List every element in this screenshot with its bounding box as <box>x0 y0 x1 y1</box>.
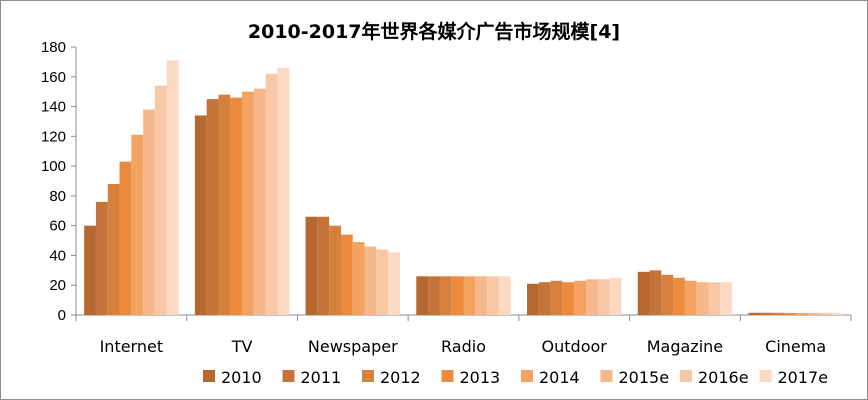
bar-tv-2011 <box>206 99 219 315</box>
bar-internet-2017e <box>166 60 179 316</box>
category-label: Internet <box>100 337 164 356</box>
legend-label: 2015e <box>619 368 670 387</box>
bar-internet-2015e <box>143 109 155 316</box>
bar-radio-2012 <box>439 276 452 315</box>
bar-internet-2014 <box>131 134 144 315</box>
bar-tv-2017e <box>277 67 290 315</box>
legend-swatch <box>521 370 533 382</box>
bar-newspaper-2014 <box>352 242 365 315</box>
y-tick-label: 20 <box>49 277 66 294</box>
bar-internet-2016e <box>154 85 167 315</box>
bar-outdoor-2017e <box>609 277 622 315</box>
legend-swatch <box>441 370 454 382</box>
bar-newspaper-2016e <box>376 249 389 315</box>
bar-radio-2017e <box>498 276 511 315</box>
bar-magazine-2012 <box>661 274 674 315</box>
bar-radio-2014 <box>463 276 476 315</box>
bar-cinema-2013 <box>783 312 796 315</box>
legend-label: 2013 <box>460 368 501 387</box>
category-label: Cinema <box>765 337 826 356</box>
bar-outdoor-2016e <box>597 279 610 315</box>
bar-cinema-2010 <box>748 312 761 315</box>
bar-outdoor-2014 <box>574 280 587 315</box>
bar-magazine-2017e <box>720 282 733 315</box>
bar-newspaper-2012 <box>329 225 341 315</box>
bar-magazine-2016e <box>708 282 721 315</box>
y-tick-label: 0 <box>58 307 66 324</box>
bar-internet-2013 <box>119 161 132 315</box>
bar-magazine-2010 <box>637 271 650 315</box>
y-tick-label: 120 <box>41 128 66 145</box>
bar-tv-2012 <box>218 94 231 316</box>
bar-newspaper-2010 <box>305 216 318 315</box>
bar-outdoor-2013 <box>562 282 575 315</box>
bar-outdoor-2015e <box>586 279 598 315</box>
bar-tv-2015e <box>253 88 266 315</box>
bar-radio-2010 <box>416 276 429 315</box>
legend-swatch <box>362 370 374 382</box>
bar-cinema-2014 <box>795 312 808 315</box>
y-tick-label: 80 <box>49 188 66 205</box>
legend-label: 2014 <box>539 368 580 387</box>
bar-magazine-2013 <box>673 277 685 315</box>
category-label: TV <box>231 337 253 356</box>
bar-tv-2013 <box>230 97 243 315</box>
bar-internet-2010 <box>84 225 96 315</box>
y-tick-label: 60 <box>49 218 66 235</box>
legend-swatch <box>600 370 613 382</box>
bar-radio-2013 <box>451 276 464 315</box>
y-tick-label: 160 <box>41 69 66 86</box>
bar-cinema-2016e <box>819 312 832 315</box>
bar-magazine-2011 <box>649 270 662 315</box>
bar-magazine-2014 <box>684 280 697 315</box>
chart-title: 2010-2017年世界各媒介广告市场规模[4] <box>247 21 621 43</box>
legend-swatch <box>203 370 215 382</box>
legend-label: 2017e <box>778 368 829 387</box>
bar-newspaper-2015e <box>364 246 377 315</box>
legend-swatch <box>282 370 295 382</box>
category-label: Outdoor <box>542 337 608 356</box>
bar-outdoor-2010 <box>527 283 539 315</box>
y-tick-label: 40 <box>49 247 66 264</box>
legend-label: 2010 <box>221 368 262 387</box>
legend-label: 2011 <box>301 368 342 387</box>
bar-newspaper-2017e <box>388 252 400 315</box>
legend-swatch <box>680 370 692 382</box>
bar-radio-2015e <box>475 276 488 315</box>
y-tick-label: 100 <box>41 158 66 175</box>
bar-outdoor-2012 <box>550 280 563 315</box>
bar-tv-2014 <box>242 91 254 316</box>
bar-cinema-2011 <box>760 312 773 315</box>
legend-swatch <box>759 370 772 382</box>
legend-label: 2012 <box>380 368 421 387</box>
bar-tv-2016e <box>265 73 278 315</box>
bar-internet-2011 <box>95 201 108 315</box>
bar-cinema-2017e <box>831 313 843 315</box>
y-tick-label: 180 <box>41 39 66 56</box>
bar-newspaper-2013 <box>340 234 353 315</box>
bar-internet-2012 <box>107 183 120 315</box>
y-tick-label: 140 <box>41 99 66 116</box>
category-label: Radio <box>441 337 486 356</box>
bar-cinema-2015e <box>807 312 820 315</box>
bar-radio-2011 <box>428 276 440 315</box>
bar-magazine-2015e <box>696 282 709 315</box>
bar-outdoor-2011 <box>538 282 551 315</box>
category-label: Magazine <box>647 337 723 356</box>
legend-label: 2016e <box>698 368 749 387</box>
bar-cinema-2012 <box>772 312 784 315</box>
bar-newspaper-2011 <box>317 216 330 315</box>
category-label: Newspaper <box>308 337 398 356</box>
bar-radio-2016e <box>487 276 499 315</box>
bar-tv-2010 <box>194 115 207 315</box>
